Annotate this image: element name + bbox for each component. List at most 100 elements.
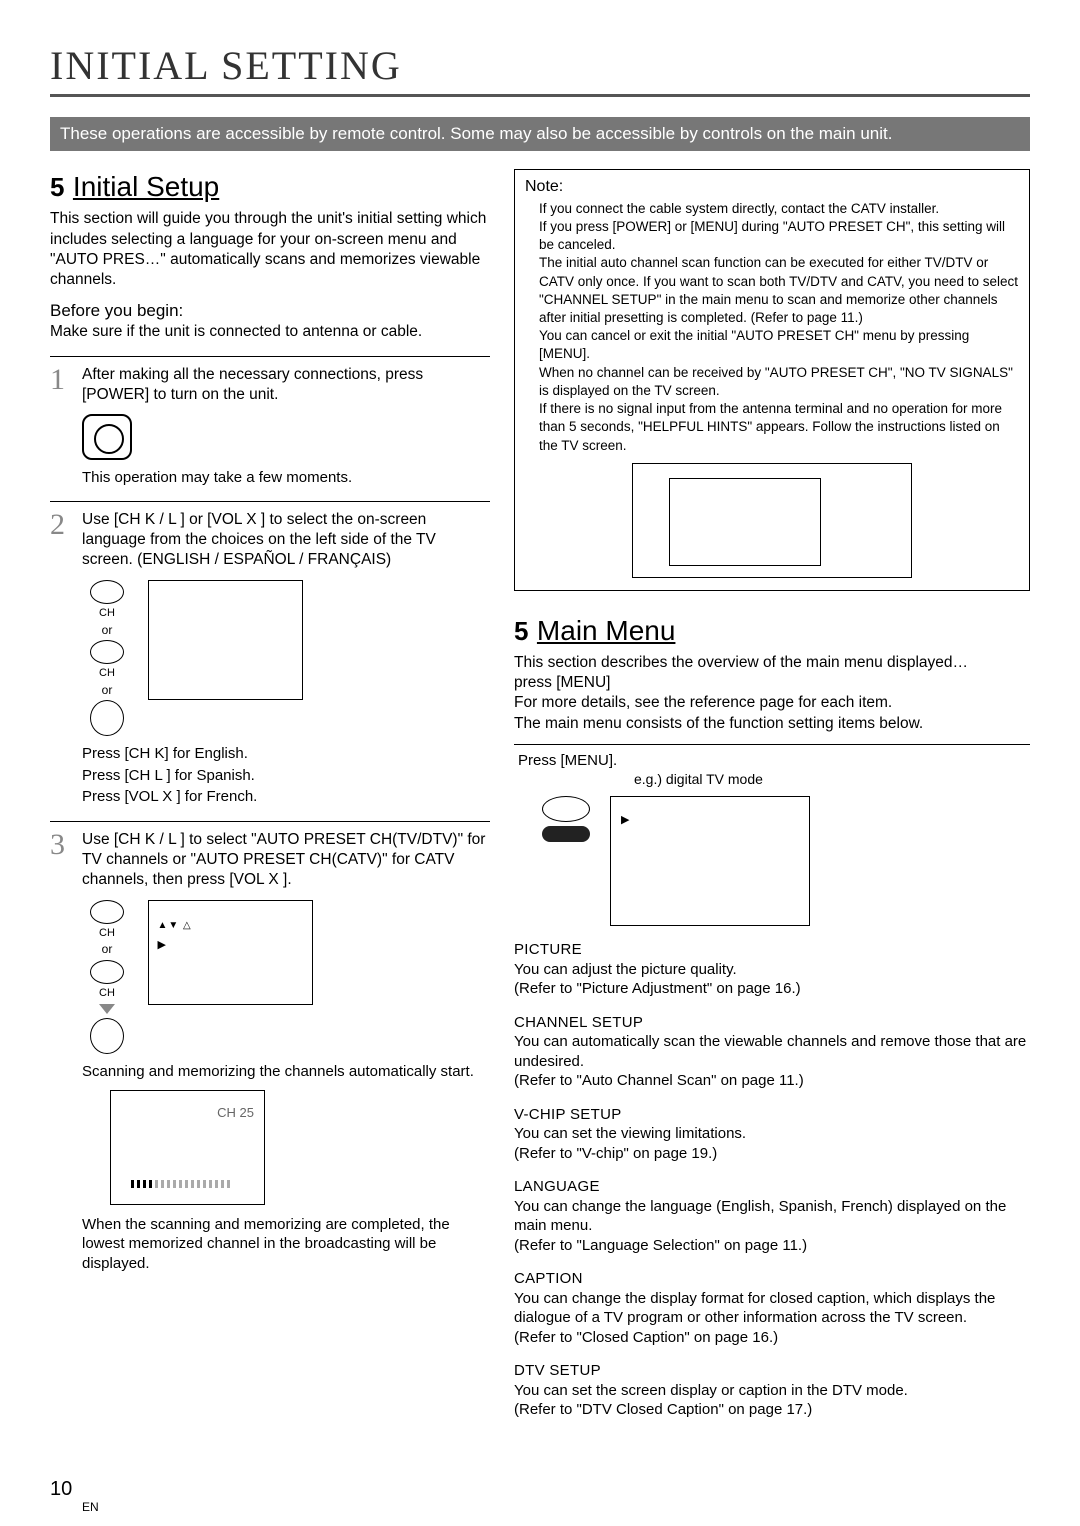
progress-bar-icon — [131, 1180, 231, 1188]
ch-label: CH — [99, 606, 115, 620]
step-2-eng: Press [CH K] for English. — [82, 744, 490, 764]
step-3-text: Use [CH K / L ] to select "AUTO PRESET C… — [82, 830, 490, 890]
menu-item-title: LANGUAGE — [514, 1177, 1030, 1197]
ch-down-button-icon — [90, 960, 124, 984]
triangle-down-icon — [99, 1004, 115, 1014]
menu-item-desc: You can change the display format for cl… — [514, 1289, 1030, 1328]
menu-item-ref: (Refer to "DTV Closed Caption" on page 1… — [514, 1400, 1030, 1420]
remote-diagram: CH or CH — [90, 900, 124, 1054]
tv-screen-language — [148, 580, 303, 700]
menu-item-ref: (Refer to "Picture Adjustment" on page 1… — [514, 979, 1030, 999]
page-title: INITIAL SETTING — [50, 43, 402, 88]
mm-intro-3: For more details, see the reference page… — [514, 694, 892, 711]
ch-down-button-icon — [90, 640, 124, 664]
step-3-diagram: CH or CH ▲▼ △ ▶ — [90, 900, 490, 1054]
menu-pill-icon — [542, 826, 590, 842]
menu-item-title: DTV SETUP — [514, 1361, 1030, 1381]
ch-label: CH — [99, 986, 115, 1000]
menu-item-title: CAPTION — [514, 1269, 1030, 1289]
mm-intro-2: press [MENU] — [514, 674, 610, 691]
divider — [50, 356, 490, 357]
main-menu-intro: This section describes the overview of t… — [514, 653, 1030, 734]
menu-item-desc: You can change the language (English, Sp… — [514, 1197, 1030, 1236]
columns: 5 Initial Setup This section will guide … — [50, 169, 1030, 1420]
menu-cursor-icon: ▶ — [621, 814, 629, 826]
initial-setup-header: 5 Initial Setup — [50, 169, 490, 205]
step-number: 3 — [50, 830, 74, 890]
tv-screen-menu: ▶ — [610, 796, 810, 926]
menu-button-icon — [542, 796, 590, 842]
note-box: Note: If you connect the cable system di… — [514, 169, 1030, 591]
right-column: Note: If you connect the cable system di… — [514, 169, 1030, 1420]
page-number: 10 — [50, 1476, 72, 1502]
step-number: 2 — [50, 510, 74, 570]
step-1-note: This operation may take a few moments. — [82, 468, 490, 488]
step-3-scan: Scanning and memorizing the channels aut… — [82, 1062, 490, 1082]
page-lang: EN — [82, 1500, 99, 1516]
menu-item-desc: You can automatically scan the viewable … — [514, 1032, 1030, 1071]
menu-oval-icon — [542, 796, 590, 822]
step-2-spa: Press [CH L ] for Spanish. — [82, 766, 490, 786]
vol-button-icon — [90, 700, 124, 736]
divider — [50, 821, 490, 822]
note-line: You can cancel or exit the initial "AUTO… — [539, 327, 1019, 363]
menu-item-ref: (Refer to "Closed Caption" on page 16.) — [514, 1328, 1030, 1348]
note-body: If you connect the cable system directly… — [525, 200, 1019, 455]
arrow-right-icon: ▶ — [157, 939, 165, 951]
main-menu-header: 5 Main Menu — [514, 613, 1030, 649]
mm-intro-4: The main menu consists of the function s… — [514, 715, 923, 732]
note-line: If you press [POWER] or [MENU] during "A… — [539, 218, 1019, 254]
ch-up-button-icon — [90, 900, 124, 924]
info-banner: These operations are accessible by remot… — [50, 117, 1030, 151]
left-column: 5 Initial Setup This section will guide … — [50, 169, 490, 1420]
ch-up-button-icon — [90, 580, 124, 604]
step-2-text: Use [CH K / L ] or [VOL X ] to select th… — [82, 510, 490, 570]
divider — [514, 744, 1030, 745]
menu-items-list: PICTUREYou can adjust the picture qualit… — [514, 940, 1030, 1420]
or-label: or — [102, 942, 113, 958]
section-title: Main Menu — [537, 615, 676, 646]
step-number: 1 — [50, 365, 74, 405]
note-screen-illustration — [632, 463, 912, 578]
note-line: If there is no signal input from the ant… — [539, 400, 1019, 455]
divider — [50, 501, 490, 502]
power-button-icon — [82, 414, 132, 460]
ch-25-label: CH 25 — [121, 1105, 254, 1122]
menu-diagram: ▶ — [542, 796, 1030, 926]
step-3-done: When the scanning and memorizing are com… — [82, 1215, 490, 1274]
remote-diagram: CH or CH or — [90, 580, 124, 736]
step-3: 3 Use [CH K / L ] to select "AUTO PRESET… — [50, 830, 490, 890]
step-1: 1 After making all the necessary connect… — [50, 365, 490, 405]
menu-item-desc: You can set the viewing limitations. — [514, 1124, 1030, 1144]
ch-label: CH — [99, 926, 115, 940]
menu-item-title: PICTURE — [514, 940, 1030, 960]
mm-intro-1: This section describes the overview of t… — [514, 654, 968, 671]
before-text: Make sure if the unit is connected to an… — [50, 322, 490, 342]
initial-setup-intro: This section will guide you through the … — [50, 209, 490, 290]
menu-item-desc: You can set the screen display or captio… — [514, 1381, 1030, 1401]
note-title: Note: — [525, 176, 1019, 198]
tv-screen-scanning: CH 25 — [110, 1090, 265, 1205]
menu-item-desc: You can adjust the picture quality. — [514, 960, 1030, 980]
menu-item-ref: (Refer to "V-chip" on page 19.) — [514, 1144, 1030, 1164]
menu-item-title: CHANNEL SETUP — [514, 1013, 1030, 1033]
eg-label: e.g.) digital TV mode — [634, 770, 1030, 788]
or-label: or — [102, 683, 113, 699]
tv-screen-preset: ▲▼ △ ▶ — [148, 900, 313, 1005]
section-number: 5 — [514, 615, 528, 649]
section-title: Initial Setup — [73, 171, 219, 202]
note-line: If you connect the cable system directly… — [539, 200, 1019, 218]
step-2-fre: Press [VOL X ] for French. — [82, 787, 490, 807]
menu-item-ref: (Refer to "Auto Channel Scan" on page 11… — [514, 1071, 1030, 1091]
page-title-container: INITIAL SETTING — [50, 40, 1030, 97]
note-line: When no channel can be received by "AUTO… — [539, 364, 1019, 400]
ch-label: CH — [99, 666, 115, 680]
note-line: The initial auto channel scan function c… — [539, 254, 1019, 327]
menu-item-ref: (Refer to "Language Selection" on page 1… — [514, 1236, 1030, 1256]
or-label: or — [102, 623, 113, 639]
menu-item-title: V-CHIP SETUP — [514, 1105, 1030, 1125]
section-number: 5 — [50, 171, 64, 205]
vol-button-icon — [90, 1018, 124, 1054]
before-heading: Before you begin: — [50, 300, 490, 322]
step-2-diagram: CH or CH or — [90, 580, 490, 736]
